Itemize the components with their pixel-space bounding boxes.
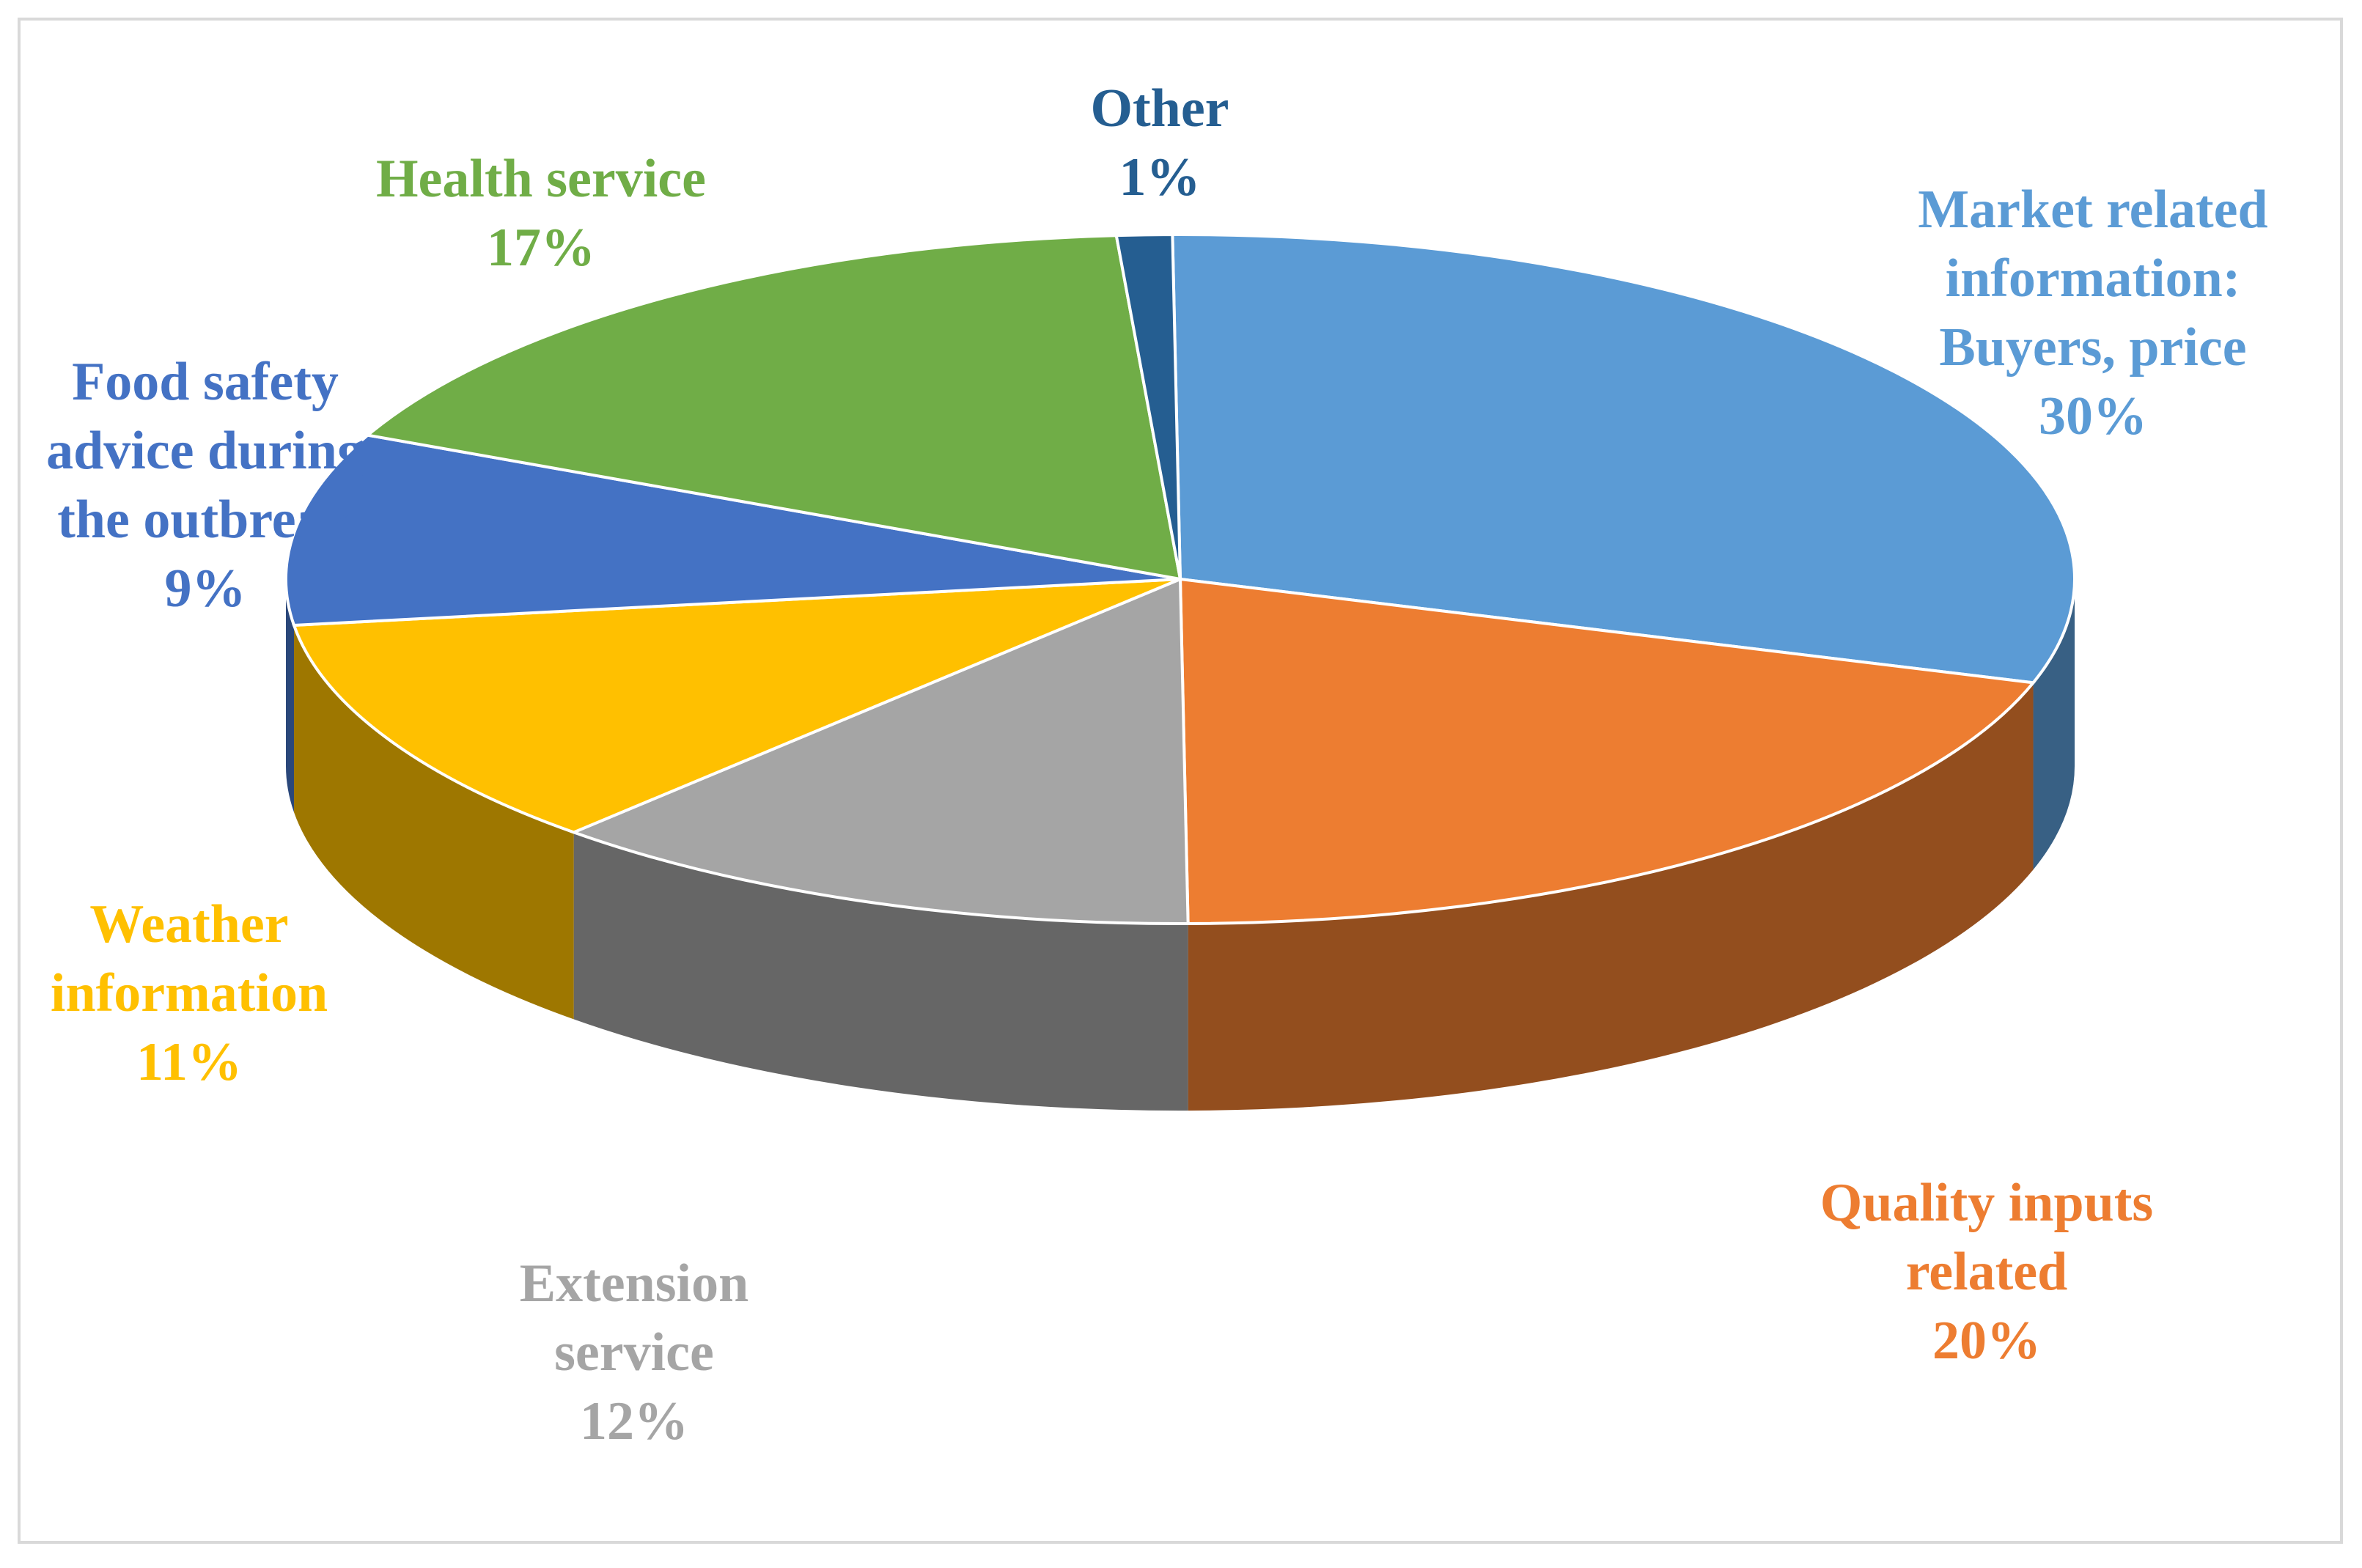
slice-label-line-4-1: advice during [46,421,364,481]
slice-label-line-3-1: information [51,963,328,1023]
pie-side-3 [294,625,574,1020]
slice-label-line-0-0: Market related [1918,180,2267,240]
slice-label-1: Quality inputs related 20% [1820,1173,2153,1371]
slice-label-line-1-0: Quality inputs [1820,1173,2153,1233]
pie-side-1 [1188,682,2034,1111]
pie-side-0 [2033,579,2075,870]
slice-percent-0: 30% [2039,386,2147,446]
pie-labels: Market related information: Buyers, price 3… [46,78,2268,1451]
slice-label-line-3-0: Weather [89,894,288,954]
slice-label-2: Extension service 12% [520,1254,749,1451]
pie-slice-4 [284,433,1181,627]
pie-side-4 [286,579,295,812]
slice-label-0: Market related information: Buyers, price 3… [1918,180,2267,446]
pie-sides [286,579,2075,1111]
slice-label-6: Other 1% [1090,78,1229,207]
slice-label-line-0-2: Buyers, price [1939,317,2246,378]
pie-slice-6 [1114,233,1182,580]
pie-top [284,233,2076,925]
pie-slice-1 [1178,577,2037,925]
slice-label-line-0-1: information: [1946,249,2241,309]
slice-label-line-2-0: Extension [520,1254,749,1314]
slice-label-line-2-1: service [554,1322,714,1383]
pie-slice-3 [292,578,1181,834]
slice-percent-2: 12% [580,1391,688,1451]
slice-label-line-4-2: the outbreak [57,490,353,550]
pie-slice-5 [364,234,1182,581]
slice-label-line-6-0: Other [1090,78,1229,139]
slice-percent-1: 20% [1932,1311,2041,1371]
slice-percent-3: 11% [136,1032,242,1092]
slice-percent-6: 1% [1119,147,1201,207]
pie-side-2 [573,832,1188,1111]
slice-label-3: Weather information 11% [51,894,328,1092]
slice-label-line-1-1: related [1906,1242,2068,1302]
slice-label-4: Food safety advice during the outbreak 9% [46,352,364,619]
slice-label-line-5-0: Health service [376,149,706,209]
pie-slice-0 [1171,233,2076,685]
slice-percent-5: 17% [487,218,595,278]
pie-slice-2 [570,577,1190,925]
slice-percent-4: 9% [165,559,246,619]
slice-label-line-4-0: Food safety [72,352,339,412]
slice-label-5: Health service 17% [376,149,706,278]
